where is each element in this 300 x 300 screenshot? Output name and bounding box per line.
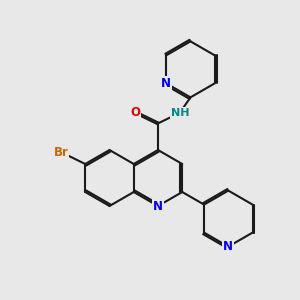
Text: N: N — [153, 200, 163, 212]
Text: Br: Br — [54, 146, 68, 159]
Text: NH: NH — [171, 108, 189, 118]
Text: N: N — [161, 77, 171, 90]
Text: O: O — [130, 106, 140, 119]
Text: N: N — [223, 240, 233, 253]
